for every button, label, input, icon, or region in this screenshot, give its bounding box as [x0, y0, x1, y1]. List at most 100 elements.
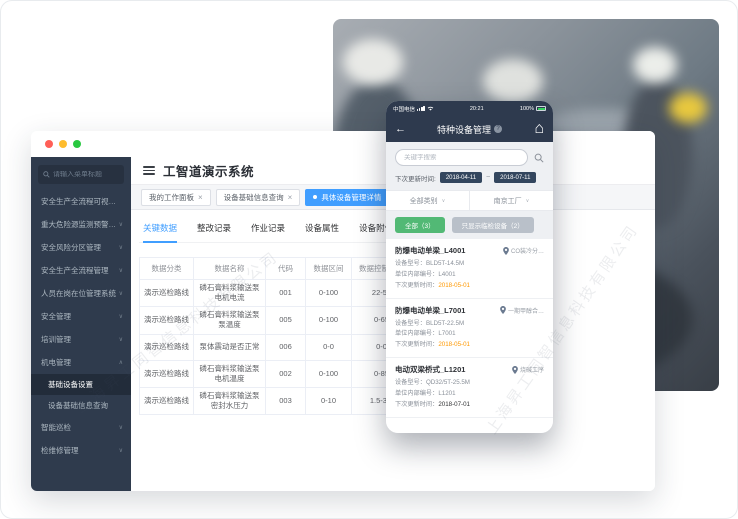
equipment-location: CO装冷分…	[510, 249, 544, 255]
home-icon[interactable]: ⌂	[534, 120, 544, 137]
sidebar: 安全生产全流程可视化大屏 重大危险源监测预警系统∨ 安全风险分区管理∨ 安全生产…	[31, 157, 131, 491]
yellow-helmet	[669, 93, 707, 123]
app-title: 工智道演示系统	[163, 165, 255, 179]
equipment-title: 电动双梁桥式_L1201	[395, 365, 466, 375]
desktop-window: 安全生产全流程可视化大屏 重大危险源监测预警系统∨ 安全风险分区管理∨ 安全生产…	[31, 131, 655, 491]
date-from-button[interactable]: 2018-04-11	[439, 172, 483, 183]
model-value: BLD5T-14.5M	[425, 260, 465, 267]
equipment-location: 烧碱工序	[519, 368, 544, 375]
col-data-name: 数据名称	[193, 257, 266, 280]
sidebar-item-safety-mgmt[interactable]: 安全管理 ∨	[41, 312, 123, 321]
clock-label: 20:21	[469, 105, 484, 112]
table-row[interactable]: 演示巡检路线 磷石膏料浆输送泵密封水压力 003 0-10 1.5-3.5	[139, 386, 412, 416]
table-row[interactable]: 演示巡检路线 磷石膏料浆输送泵泵温度 005 0-100 0-65	[139, 306, 412, 335]
traffic-light-minimize[interactable]	[59, 140, 67, 148]
sidebar-item-training[interactable]: 培训管理 ∨	[41, 335, 123, 344]
equipment-card[interactable]: 防爆电动单梁_L4001 CO装冷分… 设备型号：BLD5T-14.5M 单位内…	[386, 239, 553, 299]
tab-rectify-records[interactable]: 整改记录	[197, 223, 232, 233]
location-pin-icon	[512, 365, 518, 374]
white-helmet	[633, 47, 677, 83]
equipment-location: 一期甲醇合…	[507, 308, 544, 315]
category-dropdown[interactable]: 全部类别 ∨	[409, 197, 446, 205]
model-value: BLD5T-22.5M	[425, 319, 465, 327]
chevron-down-icon: ∨	[118, 291, 123, 297]
tab-my-workpanel[interactable]: 我的工作面板 ×	[141, 188, 211, 206]
chevron-down-icon: ∨	[118, 425, 123, 431]
sidebar-search[interactable]	[38, 165, 124, 184]
col-data-range: 数据区间	[305, 257, 352, 280]
sidebar-item-personnel[interactable]: 人员在岗在位管理系统 ∨	[41, 289, 123, 298]
keyword-search-field[interactable]	[395, 149, 528, 166]
phone-mockup: 中国电信 20:21 100% ← 特种设备管理? ⌂ 下次更新时间: 2018…	[386, 101, 553, 433]
tilde-separator: ~	[486, 174, 491, 181]
equipment-list: 防爆电动单梁_L4001 CO装冷分… 设备型号：BLD5T-14.5M 单位内…	[386, 239, 553, 418]
chevron-down-icon: ∨	[118, 222, 123, 228]
next-update-value: 2018-07-01	[438, 400, 470, 408]
next-update-value: 2018-05-01	[438, 341, 470, 349]
traffic-light-close[interactable]	[45, 140, 53, 148]
table-row[interactable]: 演示巡检路线 泵体震动是否正常 006 0-0 0-0	[139, 333, 412, 361]
window-titlebar	[31, 131, 655, 157]
phone-nav-bar: ← 特种设备管理? ⌂	[386, 116, 553, 142]
sidebar-item-maintenance[interactable]: 检维修管理 ∨	[41, 446, 123, 455]
chevron-down-icon: ∨	[118, 268, 123, 274]
tab-work-records[interactable]: 作业记录	[251, 223, 286, 233]
chevron-down-icon: ∨	[118, 337, 123, 343]
tab-device-info-query[interactable]: 设备基础信息查询 ×	[215, 188, 301, 206]
sidebar-item-visual-screen[interactable]: 安全生产全流程可视化大屏	[41, 197, 123, 206]
model-value: QD32/5T-25.5M	[425, 379, 470, 387]
search-icon[interactable]	[534, 153, 544, 163]
hamburger-menu-icon[interactable]	[143, 166, 155, 175]
next-update-value: 2018-05-01	[438, 281, 470, 289]
carrier-label: 中国电信	[393, 106, 416, 113]
sidebar-subitem-device-info-query[interactable]: 设备基础信息查询	[48, 401, 108, 410]
chip-all[interactable]: 全部（3）	[395, 217, 445, 233]
tab-device-detail[interactable]: 具体设备管理详情×	[305, 188, 399, 206]
update-time-label: 下次更新时间:	[395, 175, 436, 183]
chevron-down-icon: ∨	[118, 448, 123, 454]
close-icon[interactable]: ×	[198, 192, 203, 202]
equipment-title: 防爆电动单梁_L4001	[395, 246, 466, 255]
battery-percent: 100%	[519, 105, 534, 112]
equipment-card[interactable]: 电动双梁桥式_L1201 烧碱工序 设备型号：QD32/5T-25.5M 单位内…	[386, 358, 553, 418]
info-badge-icon[interactable]: ?	[494, 125, 502, 133]
location-pin-icon	[500, 306, 506, 315]
wifi-icon	[427, 106, 433, 111]
equipment-card[interactable]: 防爆电动单梁_L7001 一期甲醇合… 设备型号：BLD5T-22.5M 单位内…	[386, 299, 553, 359]
tab-device-attrs[interactable]: 设备属性	[305, 223, 340, 233]
chevron-down-icon: ∨	[525, 197, 530, 204]
table-row[interactable]: 演示巡检路线 磷石膏料浆输送泵电机电流 001 0-100 22-58	[139, 278, 412, 308]
white-helmet	[343, 39, 403, 85]
back-arrow-icon[interactable]: ←	[395, 123, 406, 135]
filter-chips-row: 全部（3） 只显示临检设备（2）	[386, 211, 553, 239]
factory-dropdown[interactable]: 南京工厂 ∨	[469, 191, 553, 210]
phone-content-fill	[386, 417, 553, 433]
sidebar-menu: 安全生产全流程可视化大屏 重大危险源监测预警系统 ∨ 安全风险分区管理 ∨ 安全生产…	[31, 190, 131, 462]
chevron-down-icon: ∨	[118, 245, 123, 251]
table-header-row: 数据分类 数据名称 代码 数据区间 数据控制区间	[139, 257, 412, 280]
close-icon[interactable]: ×	[287, 192, 293, 202]
internal-code-value: L7001	[438, 330, 456, 338]
location-pin-icon	[503, 246, 509, 255]
date-to-button[interactable]: 2018-07-11	[494, 172, 537, 183]
col-data-category: 数据分类	[139, 257, 194, 280]
sidebar-item-risk-zone[interactable]: 安全风险分区管理 ∨	[41, 243, 123, 252]
table-row[interactable]: 演示巡检路线 磷石膏料浆输送泵电机温度 002 0-100 0-85	[139, 359, 412, 388]
internal-code-value: L4001	[438, 270, 456, 278]
sidebar-search-input[interactable]	[53, 171, 119, 178]
internal-code-value: L1201	[438, 389, 456, 397]
sidebar-item-safety-process[interactable]: 安全生产全流程管理 ∨	[41, 266, 123, 275]
phone-status-bar: 中国电信 20:21 100%	[386, 101, 553, 116]
sidebar-item-smart-inspection[interactable]: 智能巡检 ∨	[41, 423, 123, 432]
tab-device-attachments[interactable]: 设备附件	[359, 223, 394, 233]
active-dot-icon	[313, 195, 318, 199]
chip-inspection-only[interactable]: 只显示临检设备（2）	[451, 217, 534, 233]
keyword-search-input[interactable]	[404, 154, 519, 161]
search-icon	[43, 171, 50, 178]
sidebar-subitem-base-device-setup[interactable]: 基础设备设置	[31, 374, 131, 395]
sidebar-item-electromech[interactable]: 机电管理 ∧	[41, 358, 123, 367]
traffic-light-maximize[interactable]	[73, 140, 81, 148]
sidebar-item-hazard-warning[interactable]: 重大危险源监测预警系统 ∨	[41, 220, 123, 229]
tab-key-data[interactable]: 关键数据	[143, 222, 178, 243]
